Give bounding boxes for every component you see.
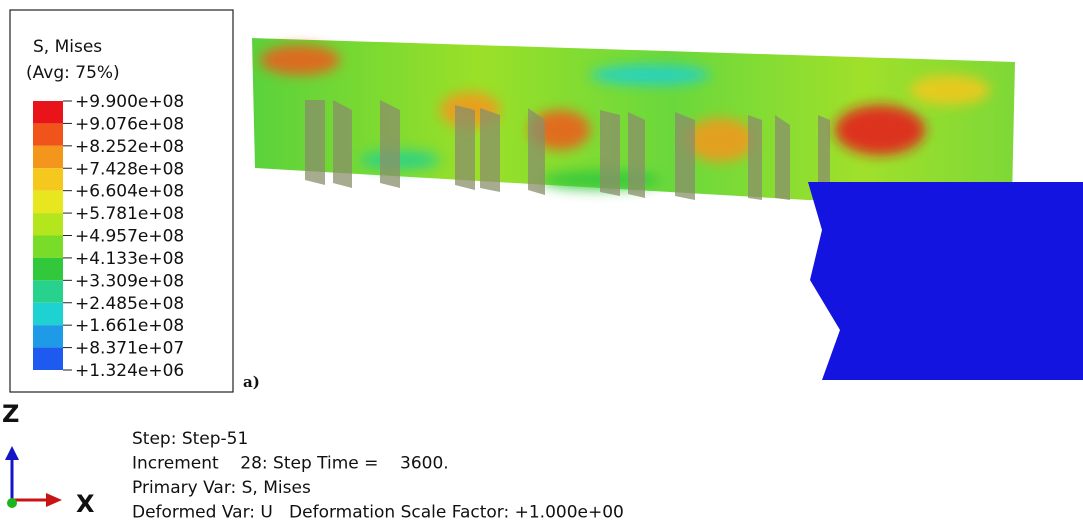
info-line: Step: Step-51 bbox=[132, 429, 248, 449]
legend-label: +5.781e+08 bbox=[75, 204, 184, 224]
legend-swatch bbox=[33, 213, 63, 235]
legend-label: +8.371e+07 bbox=[75, 339, 184, 359]
legend-swatch bbox=[33, 146, 63, 168]
legend-swatch bbox=[33, 348, 63, 370]
axis-x: X bbox=[76, 490, 95, 518]
legend-label: +2.485e+08 bbox=[75, 294, 184, 314]
legend-label: +8.252e+08 bbox=[75, 137, 184, 157]
legend-swatch bbox=[33, 280, 63, 302]
legend-swatch bbox=[33, 325, 63, 347]
info-line: Primary Var: S, Mises bbox=[132, 478, 311, 498]
viewport: S, Mises (Avg: 75%) +9.900e+08+9.076e+08… bbox=[0, 0, 1083, 522]
legend-label: +1.324e+06 bbox=[75, 361, 184, 381]
legend-label: +1.661e+08 bbox=[75, 316, 184, 336]
panel-label: a) bbox=[243, 373, 260, 391]
legend-swatch bbox=[33, 101, 63, 123]
axis-z: Z bbox=[2, 400, 19, 428]
legend-swatch bbox=[33, 303, 63, 325]
info-line: Increment 28: Step Time = 3600. bbox=[132, 454, 449, 474]
legend-title: S, Mises bbox=[33, 37, 102, 57]
legend-label: +9.900e+08 bbox=[75, 92, 184, 112]
legend-label: +4.133e+08 bbox=[75, 249, 184, 269]
legend-label: +3.309e+08 bbox=[75, 271, 184, 291]
model bbox=[252, 38, 1083, 380]
legend-swatch bbox=[33, 258, 63, 280]
legend-label: +4.957e+08 bbox=[75, 227, 184, 247]
triad: Z X bbox=[2, 400, 95, 518]
legend-swatch bbox=[33, 168, 63, 190]
legend-swatch bbox=[33, 123, 63, 145]
info-block: Step: Step-51 Increment 28: Step Time = 3… bbox=[132, 429, 624, 522]
legend-label: +6.604e+08 bbox=[75, 182, 184, 202]
legend-subtitle: (Avg: 75%) bbox=[26, 63, 120, 83]
legend-swatch bbox=[33, 236, 63, 258]
legend-swatch bbox=[33, 191, 63, 213]
info-line: Deformed Var: U Deformation Scale Factor… bbox=[132, 503, 624, 523]
legend-label: +7.428e+08 bbox=[75, 159, 184, 179]
legend-label: +9.076e+08 bbox=[75, 114, 184, 134]
